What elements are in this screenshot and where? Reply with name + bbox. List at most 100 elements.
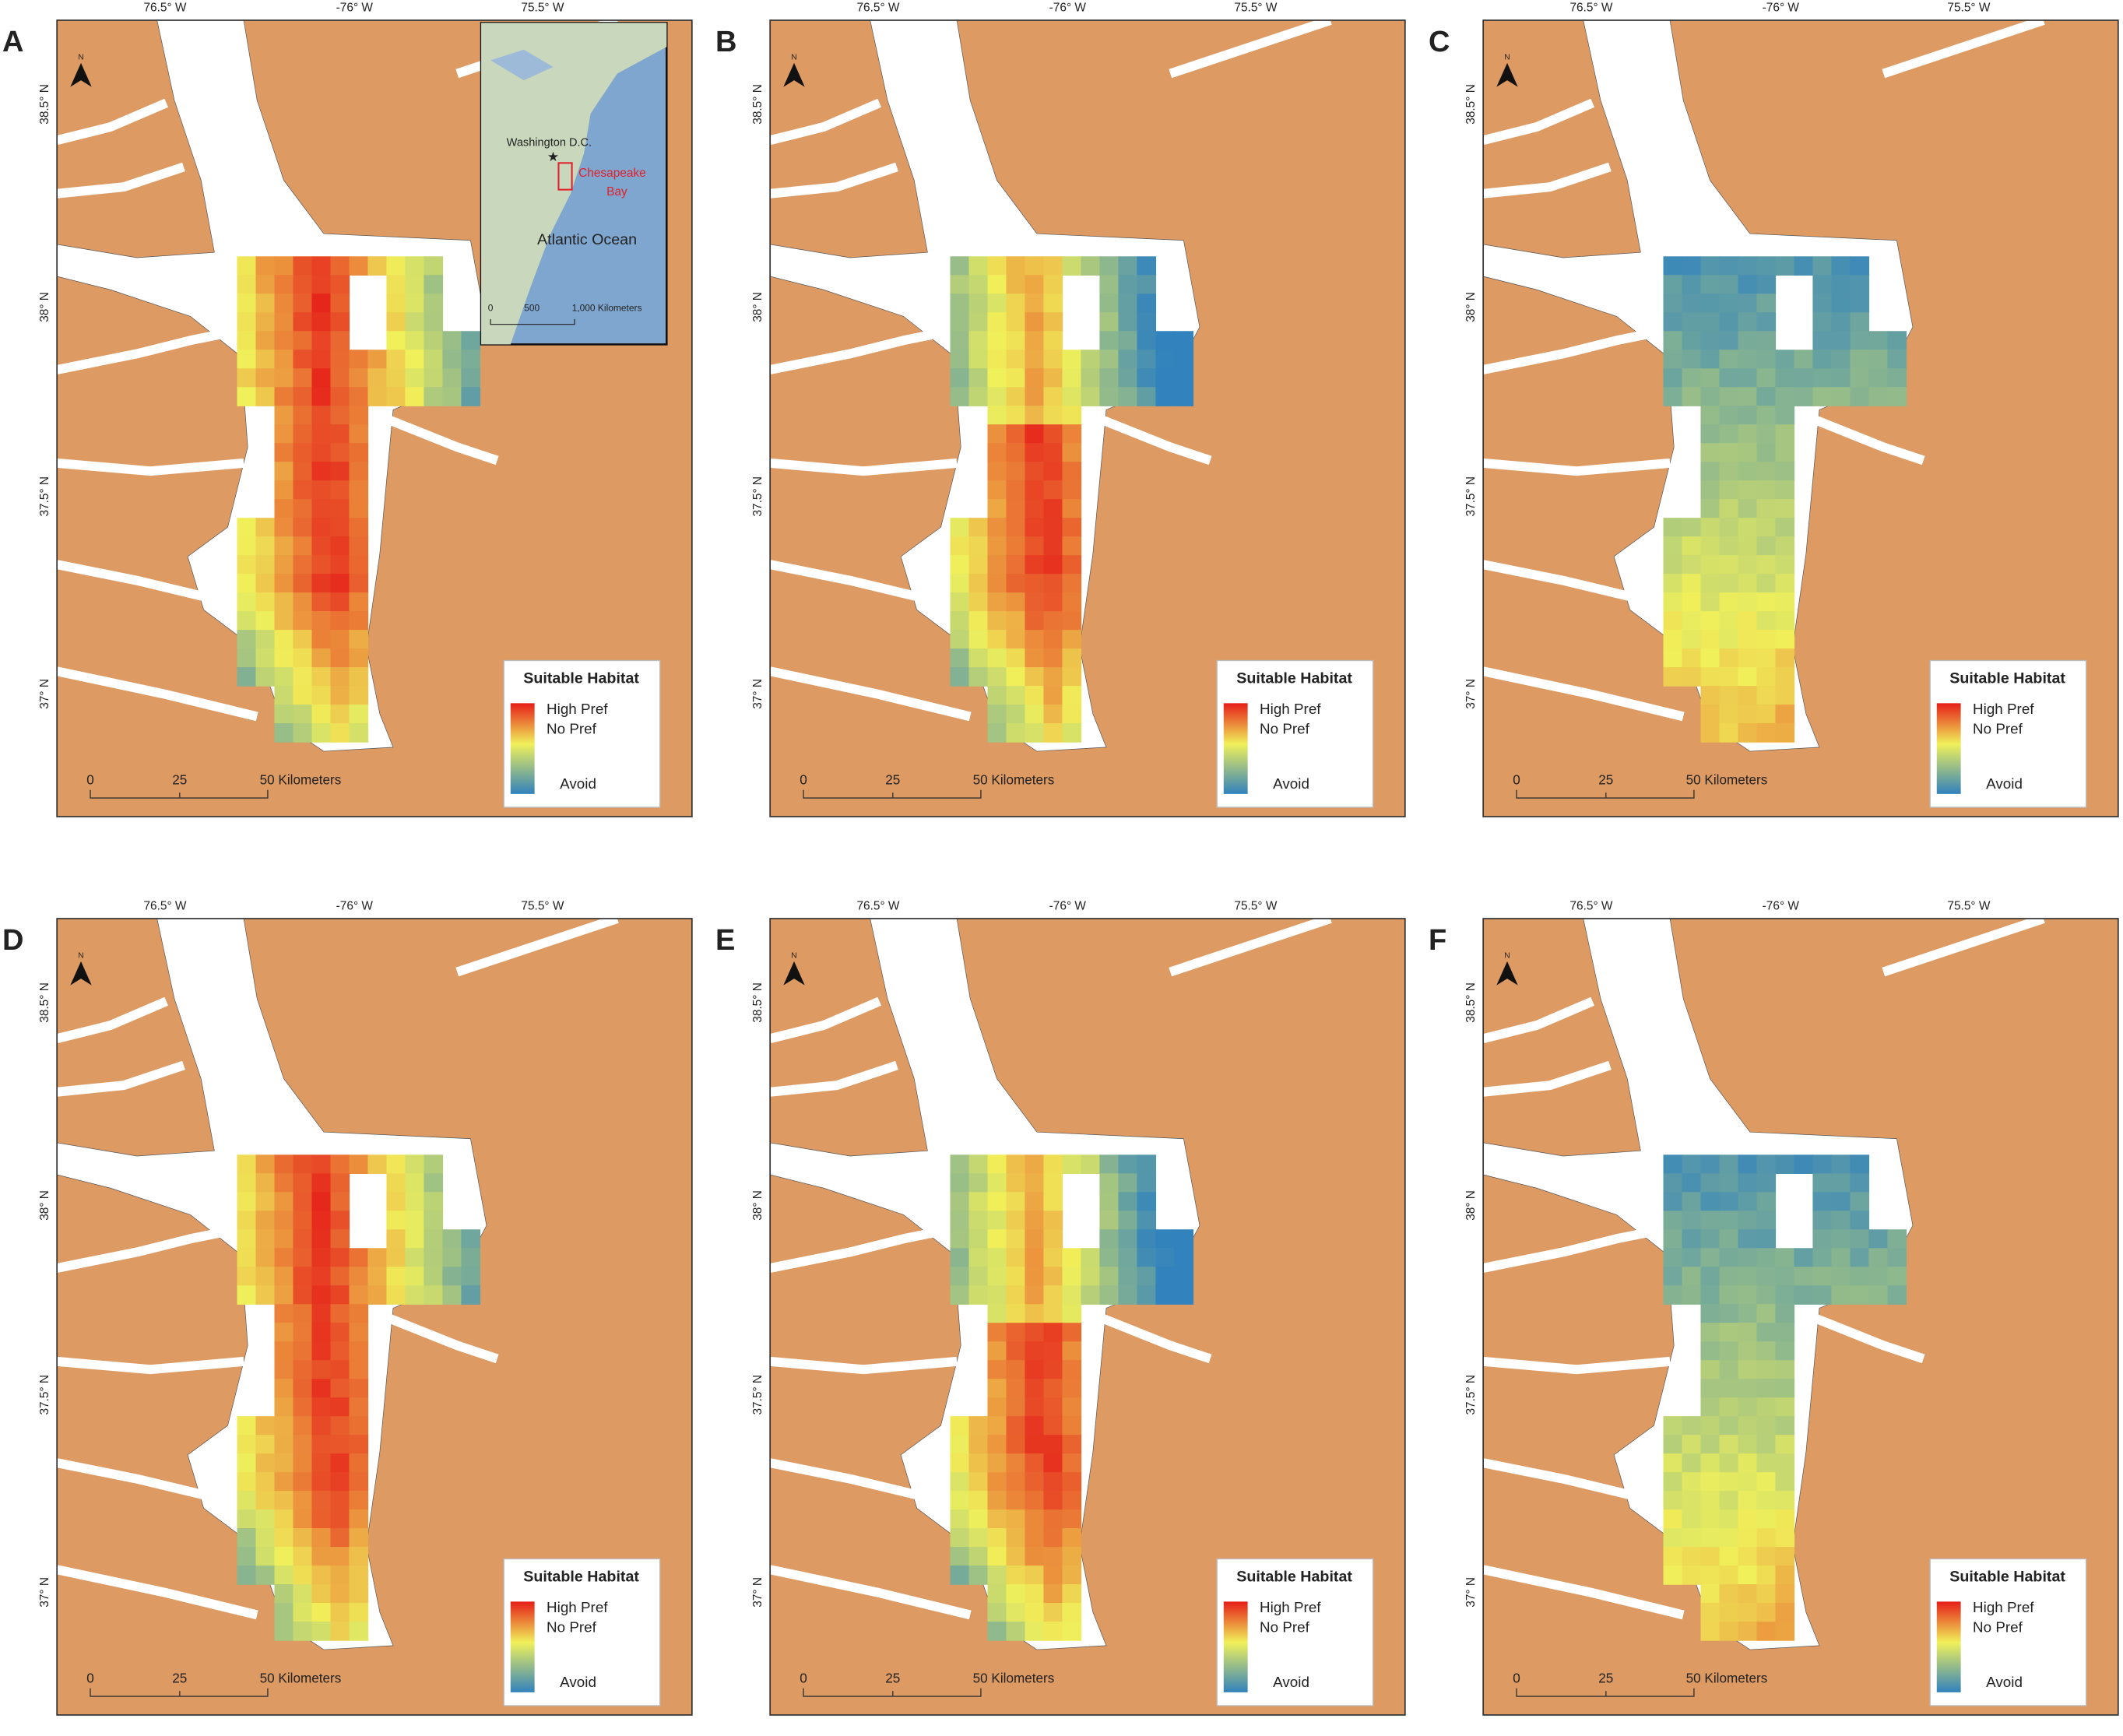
habitat-cell	[1719, 1397, 1739, 1417]
habitat-cell	[968, 611, 989, 631]
habitat-cell	[424, 1154, 444, 1174]
habitat-cell	[1682, 555, 1702, 575]
habitat-cell	[968, 1453, 989, 1473]
habitat-cell	[987, 1566, 1007, 1585]
habitat-cell	[1137, 1211, 1157, 1230]
habitat-cell	[1137, 1154, 1157, 1174]
habitat-cell	[1775, 1379, 1795, 1398]
legend-label: Avoid	[1273, 1674, 1309, 1690]
habitat-cell	[987, 1584, 1007, 1604]
habitat-cell	[1062, 462, 1082, 481]
habitat-cell	[311, 293, 332, 313]
habitat-cell	[1099, 331, 1119, 350]
habitat-cell	[1738, 1435, 1758, 1454]
habitat-cell	[1756, 499, 1777, 518]
habitat-cell	[1155, 1229, 1176, 1249]
scale-bar	[803, 1688, 982, 1697]
habitat-cell	[1043, 723, 1063, 743]
habitat-cell	[1794, 256, 1814, 276]
habitat-cell	[330, 331, 350, 350]
inset-lake	[490, 49, 554, 81]
habitat-cell	[1756, 1154, 1777, 1174]
habitat-cell	[1062, 1267, 1082, 1286]
habitat-cell	[330, 387, 350, 406]
river	[388, 416, 499, 466]
habitat-cell	[330, 256, 350, 276]
habitat-cell	[274, 592, 294, 612]
north-label: N	[1504, 54, 1510, 62]
habitat-cell	[1775, 1360, 1795, 1379]
inset-star: ★	[547, 149, 559, 164]
habitat-cell	[1831, 275, 1851, 294]
habitat-cell	[1738, 293, 1758, 313]
longitude-label: 76.5° W	[1569, 900, 1612, 913]
habitat-cell	[405, 275, 425, 294]
habitat-cell	[237, 387, 257, 406]
river	[1482, 458, 1671, 476]
habitat-cell	[349, 1622, 369, 1641]
habitat-cell	[1663, 387, 1683, 406]
habitat-cell	[1738, 387, 1758, 406]
habitat-cell	[1756, 1323, 1777, 1342]
habitat-cell	[1719, 1509, 1739, 1529]
habitat-cell	[1682, 368, 1702, 388]
habitat-cell	[330, 406, 350, 425]
habitat-cell	[311, 275, 332, 294]
habitat-cell	[330, 480, 350, 500]
habitat-cell	[349, 1416, 369, 1436]
habitat-cell	[1756, 1211, 1777, 1230]
habitat-cell	[311, 1622, 332, 1641]
habitat-cell	[1756, 1584, 1777, 1604]
habitat-cell	[293, 1491, 313, 1510]
scale-bar	[1516, 789, 1695, 799]
habitat-cell	[1062, 667, 1082, 687]
habitat-cell	[274, 387, 294, 406]
habitat-cell	[950, 1528, 970, 1548]
habitat-cell	[255, 611, 276, 631]
habitat-cell	[274, 1267, 294, 1286]
habitat-cell	[987, 611, 1007, 631]
habitat-cell	[1738, 1547, 1758, 1566]
habitat-cell	[349, 1491, 369, 1510]
habitat-cell	[987, 275, 1007, 294]
habitat-cell	[1062, 443, 1082, 462]
habitat-cell	[311, 462, 332, 481]
habitat-cell	[1738, 686, 1758, 705]
habitat-cell	[1118, 1285, 1138, 1305]
habitat-cell	[1719, 1584, 1739, 1604]
habitat-cell	[237, 555, 257, 575]
habitat-cell	[349, 536, 369, 556]
habitat-cell	[1043, 1453, 1063, 1473]
habitat-cell	[987, 1379, 1007, 1398]
habitat-cell	[349, 723, 369, 743]
habitat-cell	[1025, 555, 1045, 575]
habitat-cell	[987, 312, 1007, 332]
habitat-cell	[1812, 275, 1833, 294]
habitat-cell	[950, 1416, 970, 1436]
habitat-cell	[311, 630, 332, 649]
habitat-cell	[1174, 1248, 1194, 1267]
habitat-cell	[274, 256, 294, 276]
habitat-cell	[1118, 275, 1138, 294]
habitat-cell	[1738, 1509, 1758, 1529]
habitat-cell	[987, 592, 1007, 612]
north-label: N	[1504, 952, 1510, 961]
inset-scale-label: 1,000 Kilometers	[572, 302, 642, 313]
scale-label: 0	[86, 1670, 94, 1685]
habitat-cell	[424, 331, 444, 350]
habitat-cell	[1043, 1248, 1063, 1267]
habitat-cell	[1831, 1229, 1851, 1249]
habitat-cell	[237, 293, 257, 313]
habitat-cell	[1043, 1622, 1063, 1641]
habitat-cell	[987, 462, 1007, 481]
habitat-cell	[274, 1397, 294, 1417]
habitat-cell	[255, 1453, 276, 1473]
habitat-cell	[1043, 1547, 1063, 1566]
habitat-cell	[1137, 256, 1157, 276]
habitat-cell	[293, 1622, 313, 1641]
habitat-cell	[1719, 1472, 1739, 1492]
habitat-cell	[1812, 1229, 1833, 1249]
habitat-cell	[349, 1248, 369, 1267]
habitat-cell	[950, 574, 970, 593]
habitat-cell	[1025, 368, 1045, 388]
